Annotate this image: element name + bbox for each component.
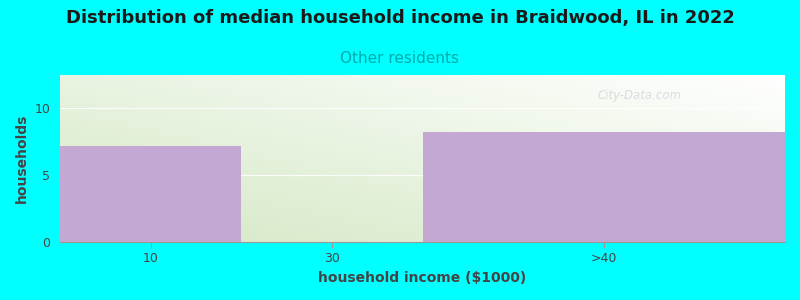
Text: City-Data.com: City-Data.com [598, 88, 682, 101]
Bar [60, 146, 242, 242]
X-axis label: household income ($1000): household income ($1000) [318, 271, 526, 285]
Text: Distribution of median household income in Braidwood, IL in 2022: Distribution of median household income … [66, 9, 734, 27]
Bar [422, 133, 785, 242]
Y-axis label: households: households [15, 114, 29, 203]
Text: Other residents: Other residents [341, 51, 459, 66]
